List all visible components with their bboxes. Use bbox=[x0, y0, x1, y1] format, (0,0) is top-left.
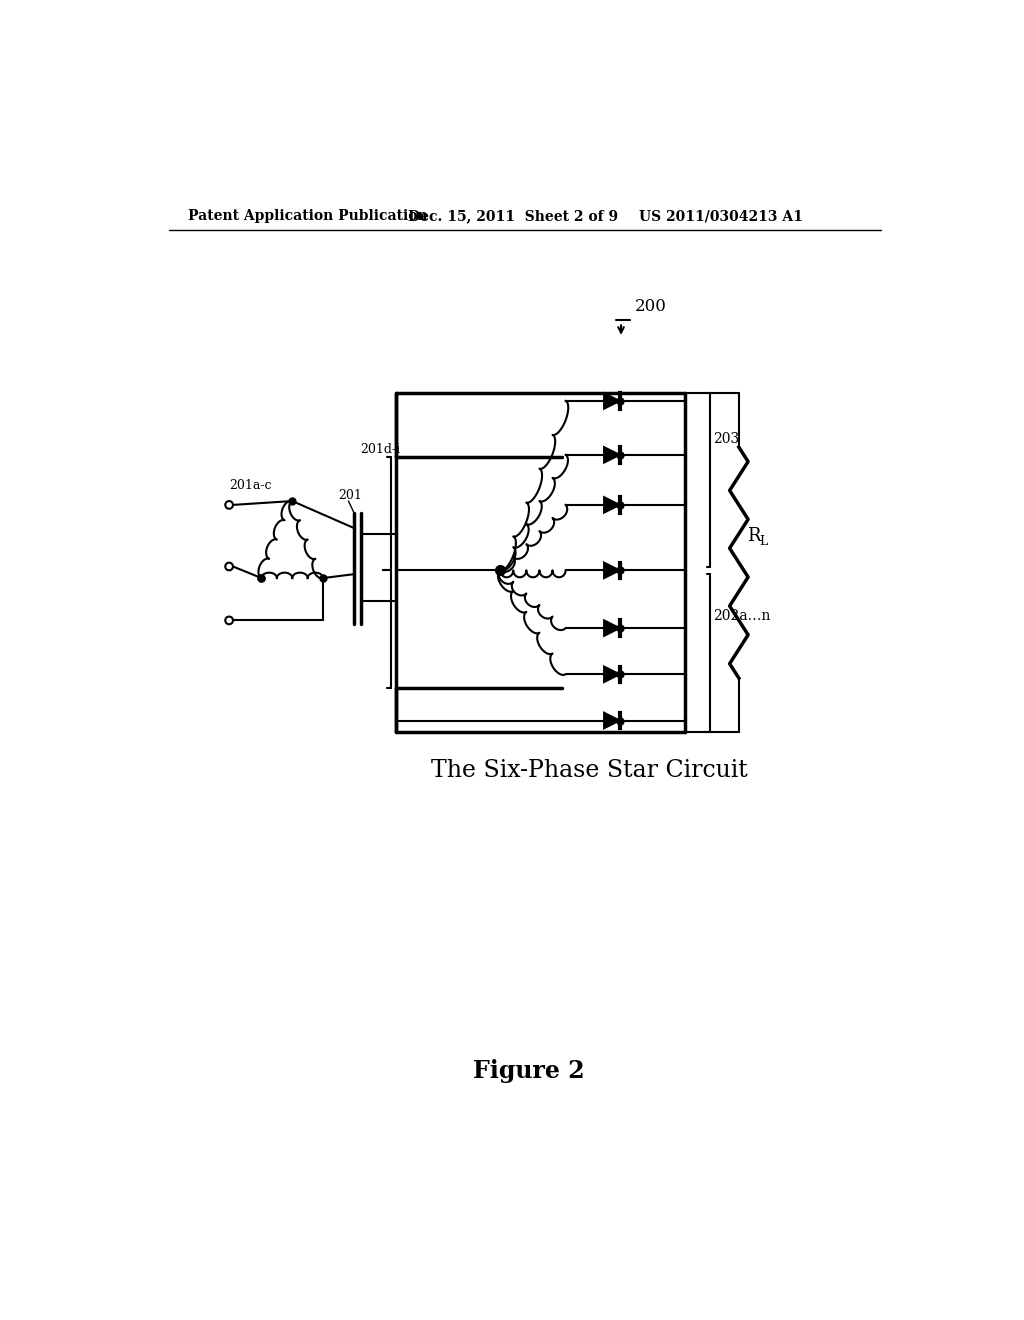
Text: 203: 203 bbox=[714, 433, 739, 446]
Text: 201: 201 bbox=[339, 490, 362, 502]
Text: L: L bbox=[759, 536, 767, 548]
Text: Dec. 15, 2011  Sheet 2 of 9: Dec. 15, 2011 Sheet 2 of 9 bbox=[408, 209, 617, 223]
Text: 201a-c: 201a-c bbox=[229, 479, 271, 492]
Polygon shape bbox=[604, 620, 620, 636]
Text: Patent Application Publication: Patent Application Publication bbox=[188, 209, 428, 223]
Text: 201d-i: 201d-i bbox=[360, 444, 400, 455]
Text: 200: 200 bbox=[635, 298, 667, 315]
Text: R: R bbox=[746, 527, 760, 545]
Polygon shape bbox=[604, 667, 620, 682]
Polygon shape bbox=[604, 447, 620, 462]
Text: 202a…n: 202a…n bbox=[714, 610, 771, 623]
Text: Figure 2: Figure 2 bbox=[473, 1059, 585, 1082]
Polygon shape bbox=[604, 393, 620, 409]
Polygon shape bbox=[604, 498, 620, 512]
Polygon shape bbox=[604, 562, 620, 578]
Text: US 2011/0304213 A1: US 2011/0304213 A1 bbox=[639, 209, 803, 223]
Polygon shape bbox=[604, 713, 620, 729]
Text: The Six-Phase Star Circuit: The Six-Phase Star Circuit bbox=[431, 759, 748, 781]
